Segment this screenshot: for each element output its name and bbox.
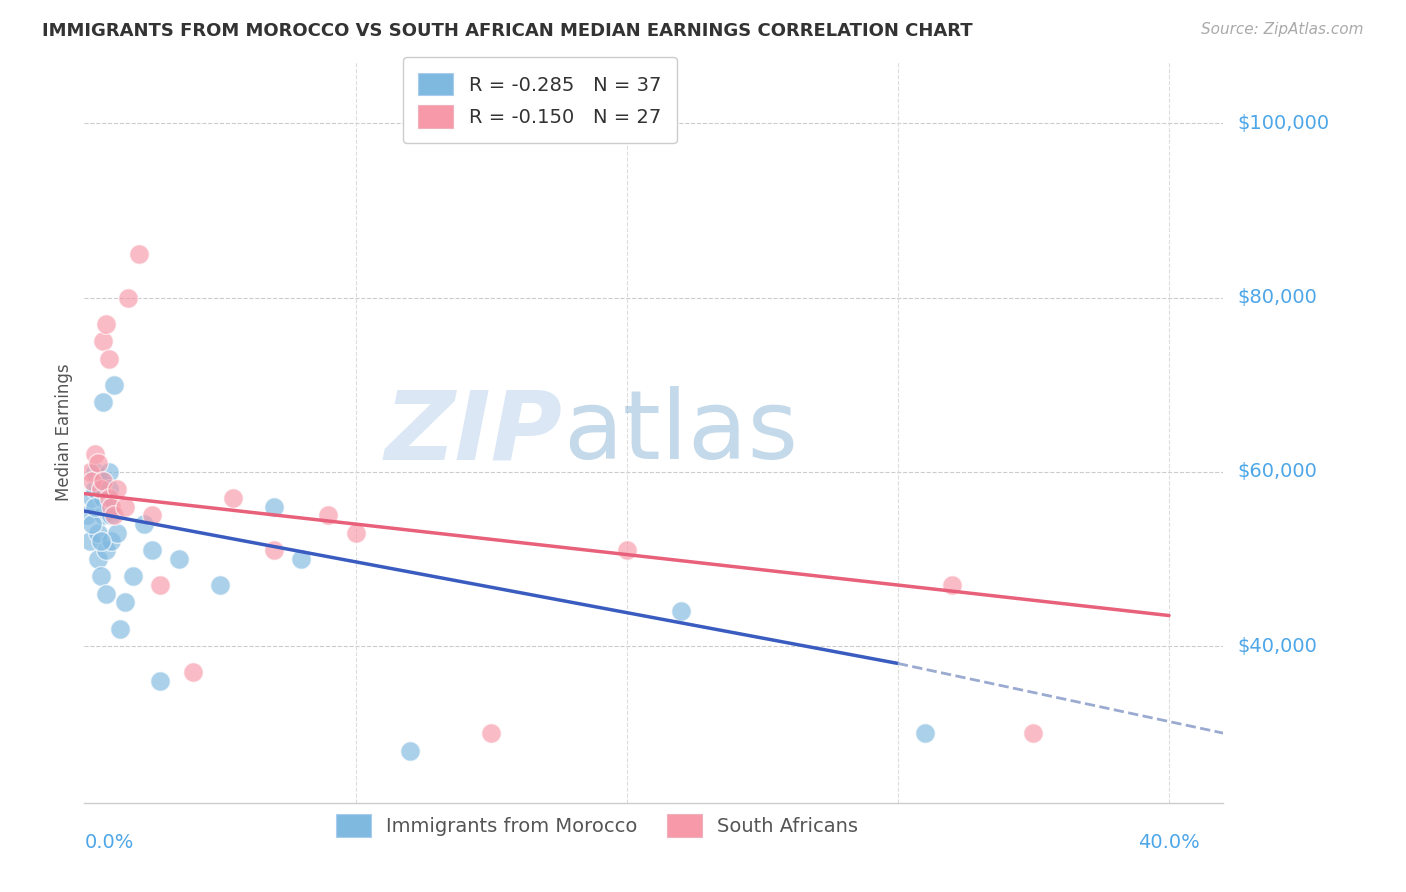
Text: ZIP: ZIP	[385, 386, 562, 479]
Text: 0.0%: 0.0%	[84, 833, 134, 853]
Text: $40,000: $40,000	[1237, 637, 1317, 656]
Point	[82, 474, 104, 488]
Point	[93, 508, 115, 523]
Point	[114, 500, 136, 514]
Point	[84, 482, 107, 496]
Point	[94, 317, 117, 331]
Point	[169, 552, 191, 566]
Point	[132, 517, 155, 532]
Point	[105, 482, 128, 496]
Point	[93, 334, 115, 348]
Point	[79, 534, 101, 549]
Point	[84, 447, 107, 461]
Point	[208, 578, 231, 592]
Point	[93, 474, 115, 488]
Point	[181, 665, 204, 680]
Point	[103, 508, 125, 523]
Point	[90, 474, 112, 488]
Point	[1022, 726, 1045, 740]
Point	[263, 500, 285, 514]
Text: IMMIGRANTS FROM MOROCCO VS SOUTH AFRICAN MEDIAN EARNINGS CORRELATION CHART: IMMIGRANTS FROM MOROCCO VS SOUTH AFRICAN…	[42, 22, 973, 40]
Point	[87, 525, 110, 540]
Point	[90, 482, 112, 496]
Point	[103, 377, 125, 392]
Point	[914, 726, 936, 740]
Text: Source: ZipAtlas.com: Source: ZipAtlas.com	[1201, 22, 1364, 37]
Point	[94, 543, 117, 558]
Point	[105, 525, 128, 540]
Point	[398, 743, 420, 757]
Legend: Immigrants from Morocco, South Africans: Immigrants from Morocco, South Africans	[321, 798, 873, 853]
Point	[94, 587, 117, 601]
Point	[79, 465, 101, 479]
Point	[263, 543, 285, 558]
Point	[82, 517, 104, 532]
Point	[97, 500, 120, 514]
Point	[87, 456, 110, 470]
Point	[87, 552, 110, 566]
Point	[84, 500, 107, 514]
Point	[108, 622, 131, 636]
Point	[97, 491, 120, 505]
Point	[128, 247, 150, 261]
Point	[117, 291, 139, 305]
Text: $80,000: $80,000	[1237, 288, 1317, 307]
Text: $60,000: $60,000	[1237, 462, 1317, 482]
Point	[93, 395, 115, 409]
Point	[941, 578, 963, 592]
Point	[100, 534, 122, 549]
Point	[222, 491, 245, 505]
Point	[616, 543, 638, 558]
Point	[97, 482, 120, 496]
Point	[90, 569, 112, 583]
Point	[97, 351, 120, 366]
Point	[93, 491, 115, 505]
Point	[90, 534, 112, 549]
Point	[149, 673, 172, 688]
Point	[141, 508, 163, 523]
Y-axis label: Median Earnings: Median Earnings	[55, 364, 73, 501]
Point	[97, 465, 120, 479]
Point	[100, 500, 122, 514]
Text: 40.0%: 40.0%	[1137, 833, 1199, 853]
Point	[82, 491, 104, 505]
Point	[149, 578, 172, 592]
Point	[479, 726, 502, 740]
Text: atlas: atlas	[562, 386, 797, 479]
Point	[344, 525, 367, 540]
Text: $100,000: $100,000	[1237, 114, 1329, 133]
Point	[114, 595, 136, 609]
Point	[318, 508, 340, 523]
Point	[669, 604, 692, 618]
Point	[122, 569, 145, 583]
Point	[100, 508, 122, 523]
Point	[290, 552, 312, 566]
Point	[84, 465, 107, 479]
Point	[141, 543, 163, 558]
Point	[76, 508, 98, 523]
